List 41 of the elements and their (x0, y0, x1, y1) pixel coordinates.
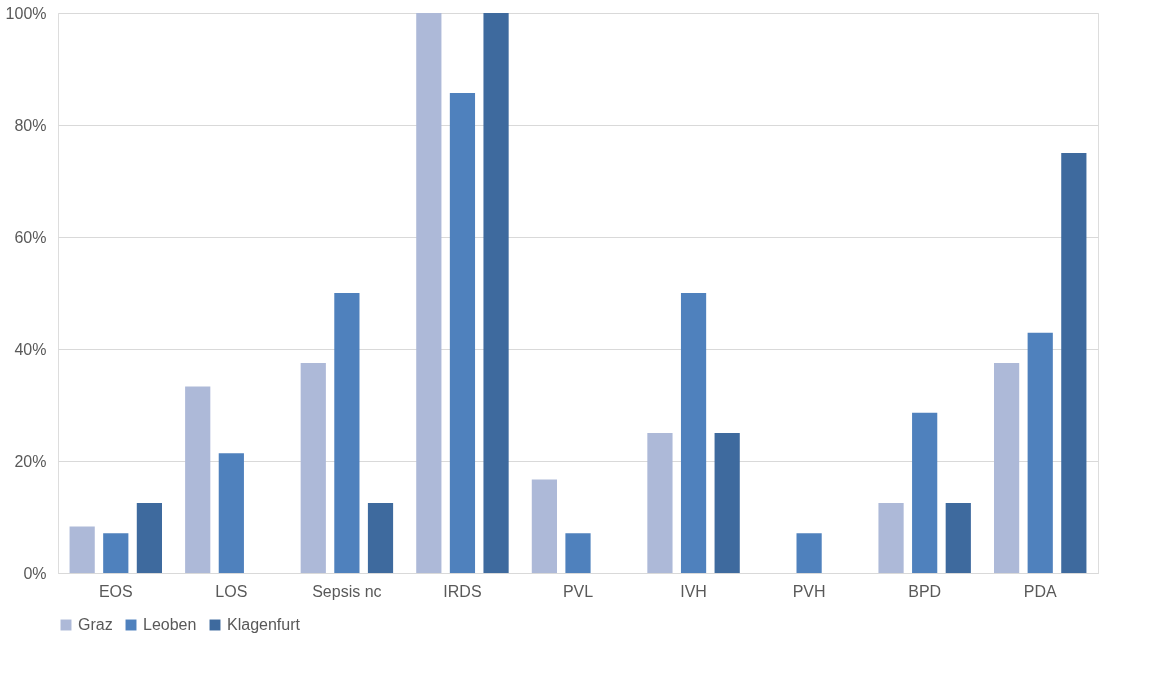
bar (218, 453, 244, 573)
x-tick-label: PVH (792, 582, 826, 600)
bar (912, 412, 938, 573)
bar (69, 526, 95, 573)
bar (416, 13, 442, 573)
x-tick-label: PDA (1023, 582, 1057, 600)
legend-label: Graz (78, 616, 113, 633)
bar (680, 293, 707, 573)
bar (714, 433, 740, 573)
y-tick-label: 100% (5, 4, 47, 22)
y-tick-label: 20% (14, 452, 47, 470)
bar (565, 533, 591, 573)
bar (449, 93, 476, 573)
legend-label: Klagenfurt (227, 616, 301, 633)
y-tick-label: 40% (14, 340, 47, 358)
bar (185, 386, 211, 573)
y-tick-label: 0% (23, 564, 47, 582)
x-tick-label: EOS (98, 582, 133, 600)
x-tick-label: PVL (562, 582, 594, 600)
bar (1061, 153, 1087, 573)
bar (994, 363, 1020, 573)
bar (796, 533, 822, 573)
x-tick-label: LOS (215, 582, 248, 600)
bar (531, 479, 557, 573)
bar (878, 503, 904, 573)
bar (483, 13, 509, 573)
bar (647, 433, 673, 573)
bar (300, 363, 326, 573)
legend-label: Leoben (143, 616, 197, 633)
bar (1027, 332, 1053, 573)
x-tick-label: IVH (680, 582, 707, 600)
x-tick-label: Sepsis nc (312, 582, 382, 600)
bar (367, 503, 394, 573)
y-tick-label: 60% (14, 228, 47, 246)
x-tick-label: BPD (908, 582, 942, 600)
bar (103, 533, 129, 573)
x-tick-label: IRDS (443, 582, 482, 600)
y-tick-label: 80% (14, 116, 47, 134)
bar (136, 503, 162, 573)
bar (334, 293, 360, 573)
bar (945, 503, 971, 573)
